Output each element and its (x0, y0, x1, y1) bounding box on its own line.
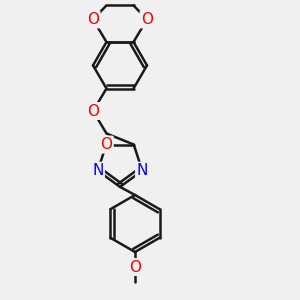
Text: N: N (136, 163, 148, 178)
Text: O: O (87, 103, 99, 118)
Text: O: O (100, 137, 112, 152)
Text: O: O (141, 12, 153, 27)
Text: O: O (87, 12, 99, 27)
Text: O: O (129, 260, 141, 274)
Text: N: N (92, 163, 103, 178)
